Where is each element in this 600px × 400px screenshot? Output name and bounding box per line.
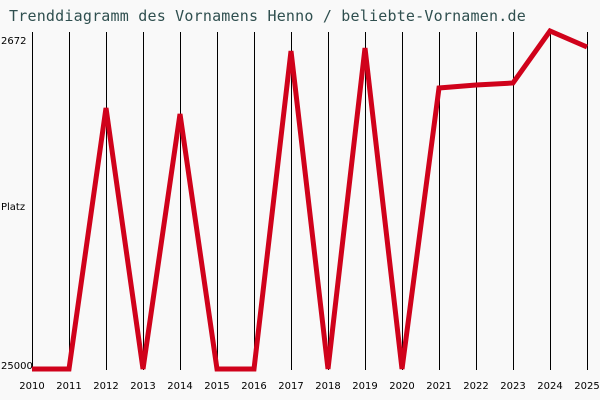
x-axis-label: 2010 xyxy=(19,381,45,392)
x-axis-label: 2025 xyxy=(574,381,600,392)
x-axis-label: 2015 xyxy=(204,381,230,392)
x-axis-label: 2014 xyxy=(167,381,193,392)
chart-title: Trenddiagramm des Vornamens Henno / beli… xyxy=(9,7,526,25)
y-axis-title: Platz xyxy=(1,202,26,213)
x-axis-label: 2022 xyxy=(463,381,489,392)
y-axis-top-label: 2672 xyxy=(1,36,27,47)
x-axis-label: 2021 xyxy=(426,381,452,392)
x-axis-label: 2011 xyxy=(56,381,82,392)
x-axis-label: 2024 xyxy=(537,381,563,392)
trend-line xyxy=(32,27,588,372)
x-axis-label: 2020 xyxy=(389,381,415,392)
x-axis-label: 2017 xyxy=(278,381,304,392)
y-axis-bottom-label: 25000 xyxy=(1,361,33,372)
x-axis-label: 2018 xyxy=(315,381,341,392)
x-axis-label: 2013 xyxy=(130,381,156,392)
x-axis-label: 2019 xyxy=(352,381,378,392)
x-axis-label: 2012 xyxy=(93,381,119,392)
x-axis-label: 2023 xyxy=(500,381,526,392)
x-axis-label: 2016 xyxy=(241,381,267,392)
